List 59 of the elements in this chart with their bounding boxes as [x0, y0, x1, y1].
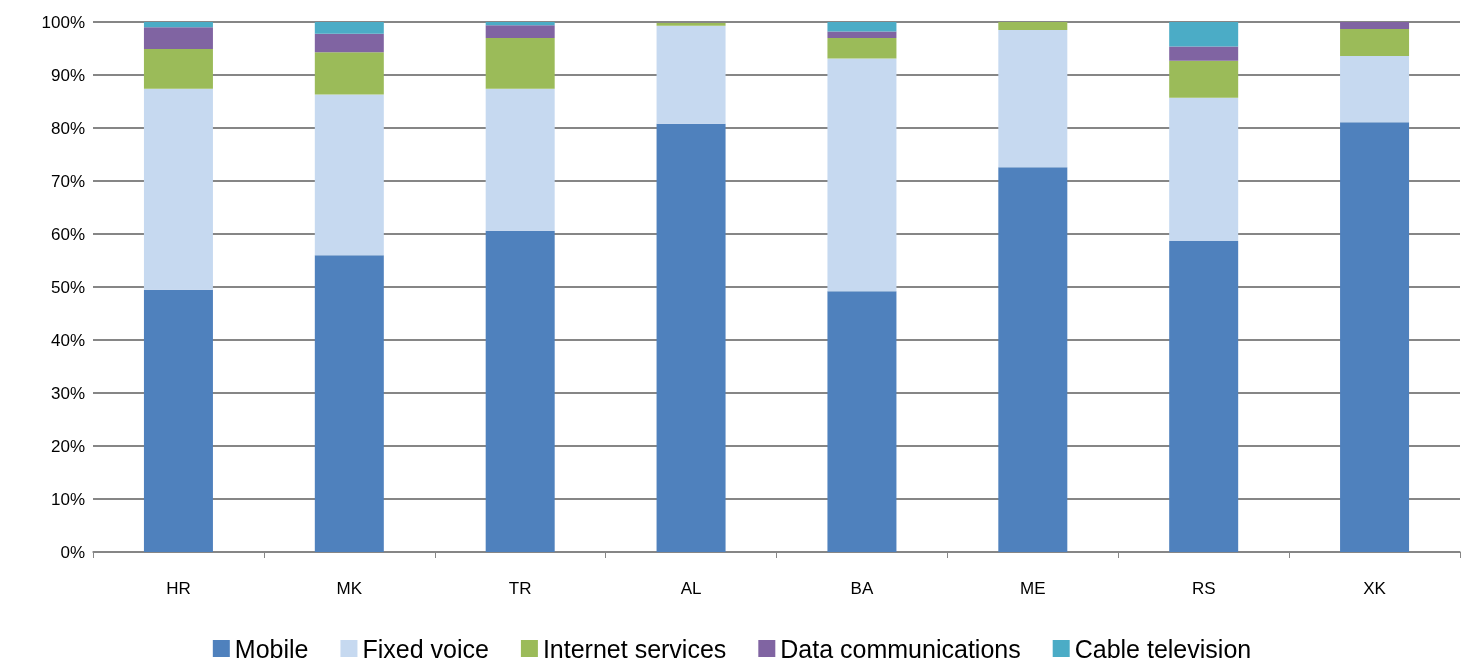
- y-tick-label: 90%: [50, 65, 85, 85]
- bar: [314, 22, 384, 34]
- x-tick-label: ME: [1020, 579, 1046, 598]
- x-tick-label: XK: [1363, 579, 1387, 598]
- bar: [998, 29, 1068, 168]
- x-tick-label: HR: [166, 579, 191, 598]
- bar: [1340, 28, 1410, 56]
- bar: [314, 255, 384, 552]
- bar: [314, 94, 384, 256]
- bar: [1340, 22, 1410, 29]
- bar: [1169, 97, 1239, 241]
- bar: [1169, 46, 1239, 61]
- x-tick-label: TR: [508, 579, 532, 598]
- bar: [998, 167, 1068, 552]
- bar: [998, 22, 1068, 30]
- legend-label: Cable television: [1074, 634, 1252, 663]
- bar: [827, 37, 897, 59]
- bar: [1169, 240, 1239, 552]
- bar: [827, 291, 897, 552]
- bar: [143, 49, 213, 89]
- x-tick-label: MK: [336, 579, 363, 598]
- bar: [485, 230, 555, 552]
- x-tick-label: RS: [1191, 579, 1216, 598]
- bar: [656, 123, 726, 552]
- bar: [827, 22, 897, 32]
- legend-label: Mobile: [234, 634, 309, 663]
- bar: [485, 22, 555, 26]
- bar: [143, 22, 213, 28]
- y-tick-label: 70%: [50, 171, 85, 191]
- bar: [827, 31, 897, 38]
- x-tick-label: AL: [680, 579, 702, 598]
- y-tick-label: 30%: [50, 383, 85, 403]
- bar: [485, 88, 555, 231]
- bar: [314, 33, 384, 53]
- bar: [1169, 60, 1239, 98]
- y-tick-label: 0%: [60, 542, 85, 562]
- bar: [827, 58, 897, 292]
- legend-label: Fixed voice: [362, 634, 489, 663]
- y-tick-label: 60%: [50, 224, 85, 244]
- y-tick-label: 20%: [50, 436, 85, 456]
- legend-label: Data communications: [780, 634, 1021, 663]
- y-tick-label: 10%: [50, 489, 85, 509]
- y-tick-label: 80%: [50, 118, 85, 138]
- bar: [143, 289, 213, 552]
- bar: [656, 23, 726, 26]
- x-tick-label: BA: [850, 579, 874, 598]
- bar: [1340, 122, 1410, 552]
- y-tick-label: 100%: [41, 12, 85, 32]
- bar: [1169, 22, 1239, 47]
- bar: [314, 52, 384, 95]
- bar: [143, 88, 213, 290]
- y-tick-label: 50%: [50, 277, 85, 297]
- bar: [485, 37, 555, 89]
- bar: [656, 25, 726, 124]
- bar: [485, 25, 555, 38]
- legend-label: Internet services: [542, 634, 727, 663]
- bar: [1340, 55, 1410, 123]
- bar: [143, 27, 213, 50]
- y-tick-label: 40%: [50, 330, 85, 350]
